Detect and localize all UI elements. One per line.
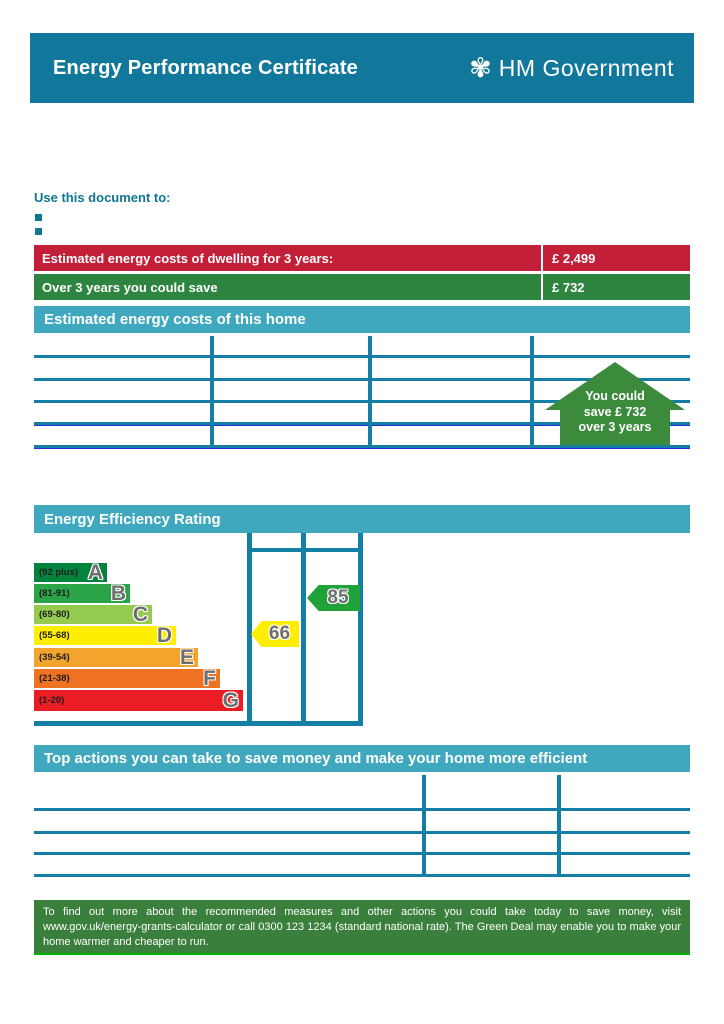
rating-band-g: (1-20) G <box>34 690 243 711</box>
band-range-label: (39-54) <box>39 652 70 663</box>
band-letter: D <box>156 624 172 647</box>
section-header-top-actions: Top actions you can take to save money a… <box>34 745 690 772</box>
band-letter: F <box>203 667 216 690</box>
band-range-label: (21-38) <box>39 673 70 684</box>
band-letter: G <box>222 689 239 712</box>
band-range-label: (92 plus) <box>39 567 79 578</box>
band-range-label: (55-68) <box>39 630 70 641</box>
rating-band-c: (69-80) C <box>34 603 152 626</box>
logo-text: HM Government <box>498 54 674 81</box>
table-rule <box>34 422 690 425</box>
rating-band-e: (39-54) E <box>34 646 198 669</box>
section-header-estimated-costs: Estimated energy costs of this home <box>34 306 690 333</box>
estimated-costs-label: Estimated energy costs of dwelling for 3… <box>34 245 541 271</box>
band-letter: C <box>132 603 148 626</box>
energy-costs-table <box>34 336 690 450</box>
divider <box>541 274 543 300</box>
band-range-label: (1-20) <box>39 695 65 706</box>
rating-band-a: (92 plus) A <box>34 561 107 584</box>
top-actions-table <box>34 775 690 877</box>
table-rule <box>34 808 690 811</box>
table-underline <box>34 425 690 426</box>
section-header-efficiency-rating: Energy Efficiency Rating <box>34 505 690 533</box>
estimated-costs-row: Estimated energy costs of dwelling for 3… <box>34 245 690 271</box>
page-title: Energy Performance Certificate <box>53 56 359 79</box>
savings-label: Over 3 years you could save <box>34 274 541 300</box>
bullet-square-icon <box>35 214 42 221</box>
savings-house-badge: You could save £ 732 over 3 years <box>545 362 685 446</box>
band-range-label: (81-91) <box>39 588 70 599</box>
energy-rating-chart: (92 plus) A (81-91) B (69-80) C (55-68) D (39-54… <box>34 533 690 728</box>
use-document-heading: Use this document to: <box>34 190 171 205</box>
royal-crest-icon: ✾ <box>469 52 492 83</box>
table-rule <box>34 831 690 834</box>
savings-badge-text: You could save £ 732 over 3 years <box>578 389 652 434</box>
table-rule <box>34 400 690 403</box>
table-rule <box>34 445 690 448</box>
divider <box>541 245 543 271</box>
band-range-label: (69-80) <box>39 609 70 620</box>
chart-column-line <box>247 533 252 723</box>
rating-band-b: (81-91) B <box>34 582 130 605</box>
current-rating-value: 66 <box>268 623 291 644</box>
table-rule <box>34 874 690 877</box>
table-column-divider <box>422 775 426 877</box>
potential-rating-arrow: 85 <box>307 585 360 611</box>
table-rule <box>34 852 690 855</box>
table-column-divider <box>530 336 534 448</box>
band-letter: E <box>179 646 194 669</box>
table-underline <box>34 448 690 449</box>
chart-column-line <box>358 533 363 723</box>
table-column-divider <box>557 775 561 877</box>
table-column-divider <box>210 336 214 448</box>
savings-value: £ 732 <box>543 274 690 300</box>
table-rule <box>34 355 690 358</box>
rating-band-d: (55-68) D <box>34 624 176 647</box>
chart-header-rule <box>247 548 363 552</box>
footer-note: To find out more about the recommended m… <box>34 900 690 955</box>
house-roof-icon <box>545 362 685 410</box>
band-letter: B <box>110 582 126 605</box>
table-column-divider <box>368 336 372 448</box>
potential-rating-value: 85 <box>327 587 349 608</box>
current-rating-arrow: 66 <box>251 621 299 647</box>
table-rule <box>34 378 690 381</box>
chart-column-line <box>301 533 306 723</box>
header-bar: Energy Performance Certificate ✾ HM Gove… <box>30 33 694 103</box>
house-body <box>560 409 670 445</box>
chart-baseline <box>34 721 363 726</box>
bullet-square-icon <box>35 228 42 235</box>
hm-government-logo: ✾ HM Government <box>469 52 674 83</box>
rating-band-f: (21-38) F <box>34 667 220 690</box>
estimated-costs-value: £ 2,499 <box>543 245 690 271</box>
savings-row: Over 3 years you could save £ 732 <box>34 274 690 300</box>
band-letter: A <box>87 561 103 584</box>
